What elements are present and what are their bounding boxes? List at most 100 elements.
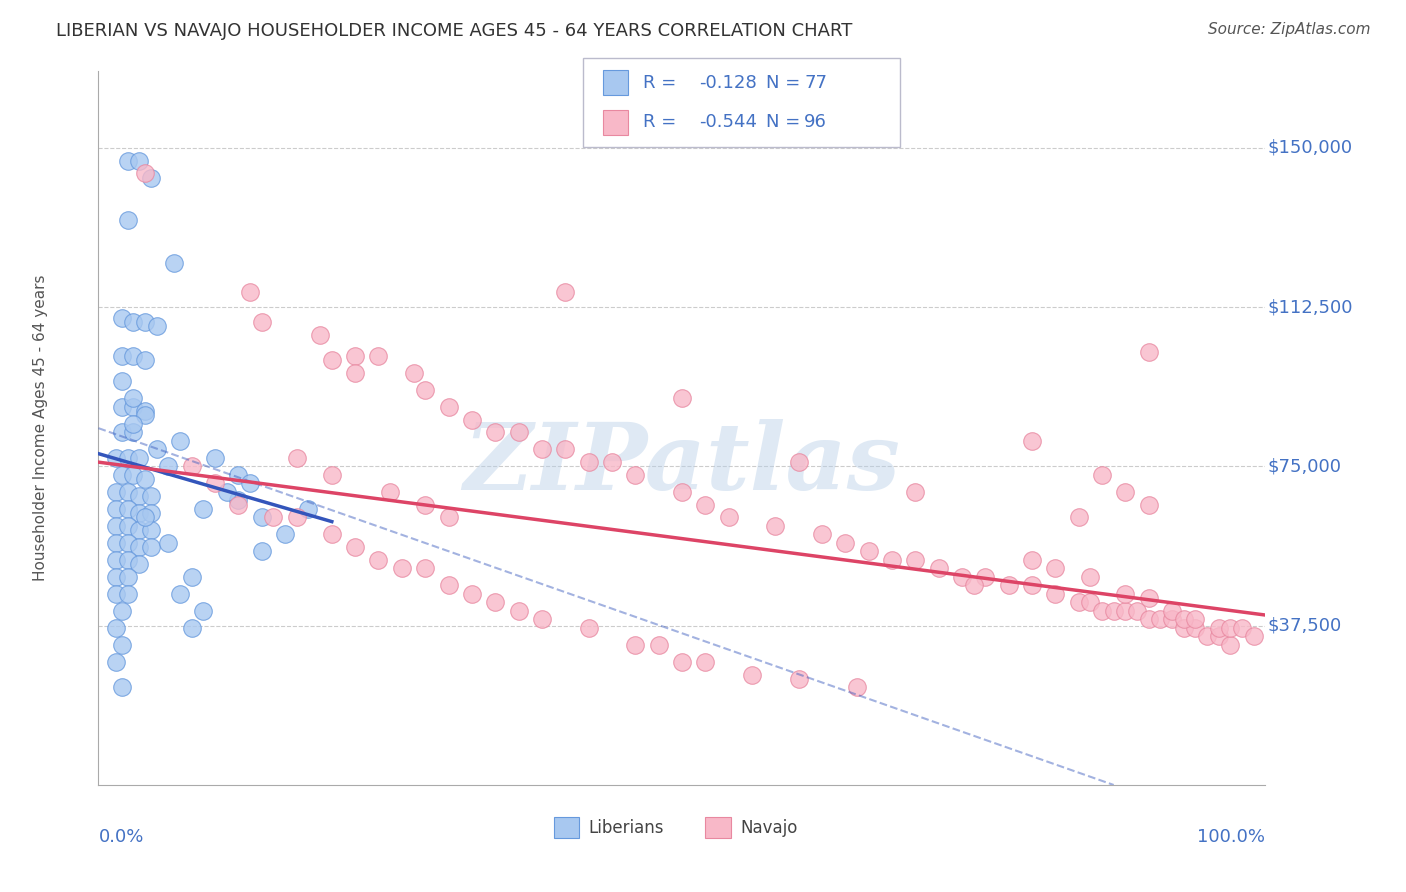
Text: -0.128: -0.128 — [699, 74, 756, 92]
Point — [1184, 612, 1206, 626]
Text: 96: 96 — [804, 113, 827, 131]
Point — [250, 315, 273, 329]
Point — [117, 553, 139, 567]
Point — [1091, 604, 1114, 618]
Point — [380, 484, 402, 499]
Point — [624, 638, 647, 652]
Point — [157, 459, 180, 474]
Text: $37,500: $37,500 — [1268, 616, 1341, 635]
Point — [1067, 510, 1090, 524]
Point — [904, 484, 927, 499]
Point — [215, 484, 238, 499]
Point — [122, 425, 145, 440]
Point — [104, 450, 127, 465]
Point — [117, 484, 139, 499]
Point — [169, 587, 191, 601]
Text: -0.544: -0.544 — [699, 113, 756, 131]
Point — [367, 553, 389, 567]
Point — [904, 553, 927, 567]
Point — [134, 409, 156, 423]
Text: R =: R = — [643, 74, 682, 92]
Text: LIBERIAN VS NAVAJO HOUSEHOLDER INCOME AGES 45 - 64 YEARS CORRELATION CHART: LIBERIAN VS NAVAJO HOUSEHOLDER INCOME AG… — [56, 22, 852, 40]
Point — [104, 484, 127, 499]
Point — [647, 638, 669, 652]
Point — [1102, 604, 1125, 618]
Point — [1021, 553, 1043, 567]
Point — [128, 506, 150, 520]
Point — [134, 166, 156, 180]
Point — [262, 510, 284, 524]
Bar — [554, 817, 579, 838]
Point — [321, 353, 343, 368]
Point — [193, 501, 215, 516]
Point — [928, 561, 950, 575]
Point — [1091, 467, 1114, 482]
Point — [104, 621, 127, 635]
Point — [274, 527, 297, 541]
Point — [117, 587, 139, 601]
Point — [1080, 595, 1102, 609]
Point — [111, 467, 134, 482]
Point — [1149, 612, 1171, 626]
Text: Householder Income Ages 45 - 64 years: Householder Income Ages 45 - 64 years — [32, 275, 48, 582]
Point — [1045, 561, 1067, 575]
Point — [228, 493, 250, 508]
Point — [157, 536, 180, 550]
Point — [1045, 587, 1067, 601]
Point — [321, 467, 343, 482]
Point — [163, 255, 186, 269]
Text: 77: 77 — [804, 74, 827, 92]
Point — [763, 519, 786, 533]
Point — [134, 353, 156, 368]
Point — [344, 540, 367, 554]
Point — [228, 498, 250, 512]
Point — [117, 501, 139, 516]
Point — [104, 655, 127, 669]
Point — [1173, 612, 1195, 626]
Point — [344, 366, 367, 380]
Point — [128, 450, 150, 465]
Point — [204, 450, 226, 465]
Point — [413, 561, 436, 575]
Point — [1161, 612, 1184, 626]
Point — [600, 455, 623, 469]
Point — [671, 484, 693, 499]
Point — [1208, 629, 1230, 643]
Point — [128, 523, 150, 537]
Point — [128, 489, 150, 503]
Point — [741, 667, 763, 681]
Text: $75,000: $75,000 — [1268, 458, 1341, 475]
Point — [437, 510, 460, 524]
Point — [344, 349, 367, 363]
Text: Navajo: Navajo — [741, 819, 797, 837]
Point — [484, 425, 506, 440]
Point — [104, 570, 127, 584]
Point — [1173, 621, 1195, 635]
Point — [1126, 604, 1149, 618]
Text: Liberians: Liberians — [589, 819, 664, 837]
Point — [787, 455, 810, 469]
Point — [128, 153, 150, 168]
Text: Source: ZipAtlas.com: Source: ZipAtlas.com — [1208, 22, 1371, 37]
Point — [239, 285, 262, 300]
Point — [624, 467, 647, 482]
Point — [508, 425, 530, 440]
Point — [858, 544, 880, 558]
Point — [1114, 587, 1136, 601]
Point — [1114, 604, 1136, 618]
Point — [578, 455, 600, 469]
Point — [122, 392, 145, 406]
Point — [578, 621, 600, 635]
Point — [139, 170, 162, 185]
Point — [104, 501, 127, 516]
Point — [104, 519, 127, 533]
Point — [671, 392, 693, 406]
Point — [1208, 621, 1230, 635]
Point — [1021, 578, 1043, 592]
Point — [811, 527, 834, 541]
Text: 100.0%: 100.0% — [1198, 828, 1265, 846]
Point — [1184, 621, 1206, 635]
Point — [437, 578, 460, 592]
Point — [180, 570, 202, 584]
Point — [671, 655, 693, 669]
